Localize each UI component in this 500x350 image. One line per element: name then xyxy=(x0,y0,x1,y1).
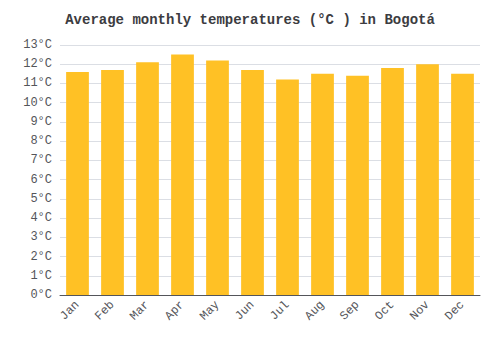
svg-text:Oct: Oct xyxy=(372,298,397,323)
svg-text:Jan: Jan xyxy=(57,298,82,323)
svg-text:10°C: 10°C xyxy=(23,96,52,110)
svg-text:11°C: 11°C xyxy=(23,76,52,90)
svg-text:Apr: Apr xyxy=(162,298,187,323)
svg-text:Aug: Aug xyxy=(302,298,327,323)
svg-text:Feb: Feb xyxy=(92,298,117,323)
svg-text:Jun: Jun xyxy=(232,298,257,323)
svg-text:3°C: 3°C xyxy=(30,230,52,244)
svg-text:May: May xyxy=(197,298,222,323)
svg-text:9°C: 9°C xyxy=(30,115,52,129)
svg-text:Nov: Nov xyxy=(407,298,432,323)
svg-text:2°C: 2°C xyxy=(30,250,52,264)
svg-text:4°C: 4°C xyxy=(30,211,52,225)
svg-text:13°C: 13°C xyxy=(23,38,52,52)
svg-text:5°C: 5°C xyxy=(30,192,52,206)
svg-text:12°C: 12°C xyxy=(23,57,52,71)
svg-text:7°C: 7°C xyxy=(30,153,52,167)
svg-text:Mar: Mar xyxy=(127,298,152,323)
svg-text:1°C: 1°C xyxy=(30,269,52,283)
svg-text:Sep: Sep xyxy=(337,298,362,323)
svg-text:6°C: 6°C xyxy=(30,173,52,187)
svg-text:Average monthly temperatures (: Average monthly temperatures (°C ) in Bo… xyxy=(65,12,435,28)
svg-text:8°C: 8°C xyxy=(30,134,52,148)
svg-text:Dec: Dec xyxy=(442,298,467,323)
svg-text:0°C: 0°C xyxy=(30,288,52,302)
svg-text:Jul: Jul xyxy=(267,298,292,323)
